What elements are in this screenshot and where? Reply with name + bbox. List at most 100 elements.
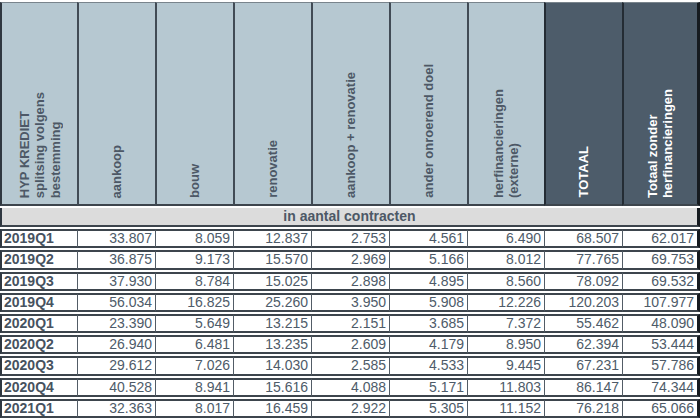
value-cell: 65.066 — [622, 399, 700, 418]
value-cell: 11.152 — [467, 399, 544, 418]
value-cell: 4.561 — [389, 229, 467, 248]
value-cell: 15.025 — [233, 272, 311, 291]
value-cell: 16.825 — [155, 293, 233, 312]
value-cell: 4.179 — [389, 335, 467, 354]
table-row: 2019Q4 56.034 16.825 25.260 3.950 5.908 … — [0, 293, 700, 312]
value-cell: 107.977 — [622, 293, 700, 312]
value-cell: 33.807 — [77, 229, 155, 248]
value-cell: 57.786 — [622, 356, 700, 375]
value-cell: 5.649 — [155, 314, 233, 333]
value-cell: 77.765 — [544, 250, 622, 269]
hyp-krediet-table: HYP KREDIET splitsing volgens bestemming… — [0, 0, 700, 420]
value-cell: 36.875 — [77, 250, 155, 269]
row-label: 2019Q2 — [0, 250, 77, 269]
value-cell: 7.026 — [155, 356, 233, 375]
column-header-herfinancieringen: herfinancieringen (externe) — [467, 2, 544, 206]
value-cell: 9.173 — [155, 250, 233, 269]
value-cell: 8.941 — [155, 378, 233, 397]
value-cell: 48.090 — [622, 314, 700, 333]
value-cell: 37.930 — [77, 272, 155, 291]
value-cell: 69.753 — [622, 250, 700, 269]
value-cell: 32.363 — [77, 399, 155, 418]
value-cell: 13.235 — [233, 335, 311, 354]
value-cell: 120.203 — [544, 293, 622, 312]
column-header-totaal: TOTAAL — [544, 2, 622, 206]
value-cell: 8.560 — [467, 272, 544, 291]
column-header-renovatie: renovatie — [233, 2, 311, 206]
row-label: 2019Q4 — [0, 293, 77, 312]
value-cell: 2.585 — [311, 356, 389, 375]
row-label: 2021Q1 — [0, 399, 77, 418]
row-label: 2020Q4 — [0, 378, 77, 397]
value-cell: 8.012 — [467, 250, 544, 269]
table-row: 2019Q2 36.875 9.173 15.570 2.969 5.166 8… — [0, 250, 700, 269]
column-header-aankoop-renovatie: aankoop + renovatie — [311, 2, 389, 206]
section-row: in aantal contracten — [0, 208, 700, 227]
value-cell: 2.969 — [311, 250, 389, 269]
value-cell: 25.260 — [233, 293, 311, 312]
value-cell: 14.030 — [233, 356, 311, 375]
row-label: 2019Q1 — [0, 229, 77, 248]
value-cell: 8.950 — [467, 335, 544, 354]
value-cell: 26.940 — [77, 335, 155, 354]
corner-header-label: HYP KREDIET splitsing volgens bestemming — [17, 92, 63, 198]
value-cell: 2.753 — [311, 229, 389, 248]
value-cell: 23.390 — [77, 314, 155, 333]
value-cell: 9.445 — [467, 356, 544, 375]
value-cell: 16.459 — [233, 399, 311, 418]
value-cell: 6.481 — [155, 335, 233, 354]
value-cell: 69.532 — [622, 272, 700, 291]
corner-header: HYP KREDIET splitsing volgens bestemming — [0, 2, 77, 206]
table-row: 2019Q1 33.807 8.059 12.837 2.753 4.561 6… — [0, 229, 700, 248]
value-cell: 2.151 — [311, 314, 389, 333]
value-cell: 4.895 — [389, 272, 467, 291]
table-row: 2020Q1 23.390 5.649 13.215 2.151 3.685 7… — [0, 314, 700, 333]
table-row: 2020Q4 40.528 8.941 15.616 4.088 5.171 1… — [0, 378, 700, 397]
table-row: 2020Q3 29.612 7.026 14.030 2.585 4.533 9… — [0, 356, 700, 375]
value-cell: 76.218 — [544, 399, 622, 418]
value-cell: 5.908 — [389, 293, 467, 312]
value-cell: 67.231 — [544, 356, 622, 375]
value-cell: 2.898 — [311, 272, 389, 291]
value-cell: 12.226 — [467, 293, 544, 312]
value-cell: 8.784 — [155, 272, 233, 291]
value-cell: 62.017 — [622, 229, 700, 248]
column-header-bouw: bouw — [155, 2, 233, 206]
value-cell: 3.950 — [311, 293, 389, 312]
value-cell: 53.444 — [622, 335, 700, 354]
value-cell: 11.803 — [467, 378, 544, 397]
value-cell: 13.215 — [233, 314, 311, 333]
column-header-aankoop: aankoop — [77, 2, 155, 206]
value-cell: 55.462 — [544, 314, 622, 333]
value-cell: 29.612 — [77, 356, 155, 375]
value-cell: 78.092 — [544, 272, 622, 291]
value-cell: 5.171 — [389, 378, 467, 397]
value-cell: 2.922 — [311, 399, 389, 418]
value-cell: 86.147 — [544, 378, 622, 397]
value-cell: 6.490 — [467, 229, 544, 248]
value-cell: 4.533 — [389, 356, 467, 375]
column-header-totaal-zonder-herfinancieringen: Totaal zonder herfinancieringen — [622, 2, 700, 206]
value-cell: 8.059 — [155, 229, 233, 248]
row-label: 2020Q3 — [0, 356, 77, 375]
value-cell: 5.166 — [389, 250, 467, 269]
value-cell: 5.305 — [389, 399, 467, 418]
value-cell: 68.507 — [544, 229, 622, 248]
header-row: HYP KREDIET splitsing volgens bestemming… — [0, 2, 700, 206]
table-row: 2021Q1 32.363 8.017 16.459 2.922 5.305 1… — [0, 399, 700, 418]
table-row: 2019Q3 37.930 8.784 15.025 2.898 4.895 8… — [0, 272, 700, 291]
value-cell: 15.570 — [233, 250, 311, 269]
table-row: 2020Q2 26.940 6.481 13.235 2.609 4.179 8… — [0, 335, 700, 354]
row-label: 2020Q1 — [0, 314, 77, 333]
value-cell: 3.685 — [389, 314, 467, 333]
value-cell: 15.616 — [233, 378, 311, 397]
value-cell: 56.034 — [77, 293, 155, 312]
value-cell: 12.837 — [233, 229, 311, 248]
value-cell: 4.088 — [311, 378, 389, 397]
value-cell: 2.609 — [311, 335, 389, 354]
value-cell: 8.017 — [155, 399, 233, 418]
row-label: 2019Q3 — [0, 272, 77, 291]
value-cell: 7.372 — [467, 314, 544, 333]
value-cell: 40.528 — [77, 378, 155, 397]
value-cell: 62.394 — [544, 335, 622, 354]
